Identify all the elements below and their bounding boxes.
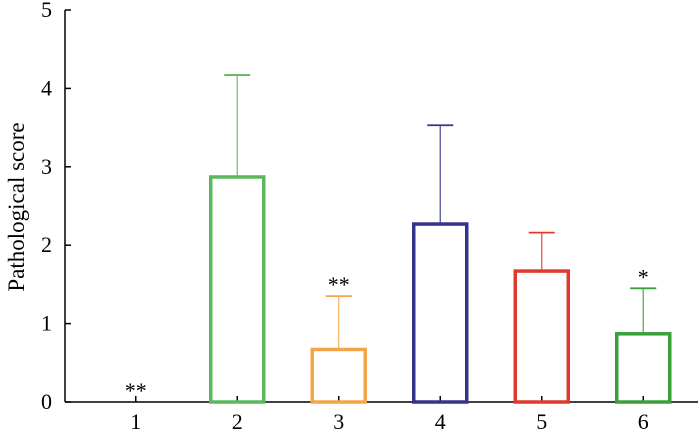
y-tick-label: 0 xyxy=(41,389,52,414)
significance-marker: ** xyxy=(328,272,350,297)
y-tick-label: 3 xyxy=(41,154,52,179)
bar xyxy=(412,222,469,404)
bar xyxy=(615,332,672,404)
x-tick-label: 3 xyxy=(333,409,344,434)
x-tick-label: 4 xyxy=(435,409,446,434)
bar xyxy=(310,347,367,404)
x-tick-label: 5 xyxy=(536,409,547,434)
x-tick-label: 6 xyxy=(638,409,649,434)
significance-marker: ** xyxy=(125,378,147,403)
y-tick-label: 5 xyxy=(41,0,52,22)
x-tick-label: 1 xyxy=(130,409,141,434)
bar xyxy=(209,175,266,404)
axes: 0 1 2 3 4 5 1 2 3 4 5 6 xyxy=(41,0,698,434)
significance-marker: * xyxy=(638,264,649,289)
bars: **** * xyxy=(125,74,672,404)
y-tick-label: 1 xyxy=(41,311,52,336)
y-axis-title: Pathological score xyxy=(4,122,29,291)
y-tick-label: 2 xyxy=(41,232,52,257)
x-tick-label: 2 xyxy=(232,409,243,434)
y-tick-label: 4 xyxy=(41,75,52,100)
bar xyxy=(513,269,570,404)
